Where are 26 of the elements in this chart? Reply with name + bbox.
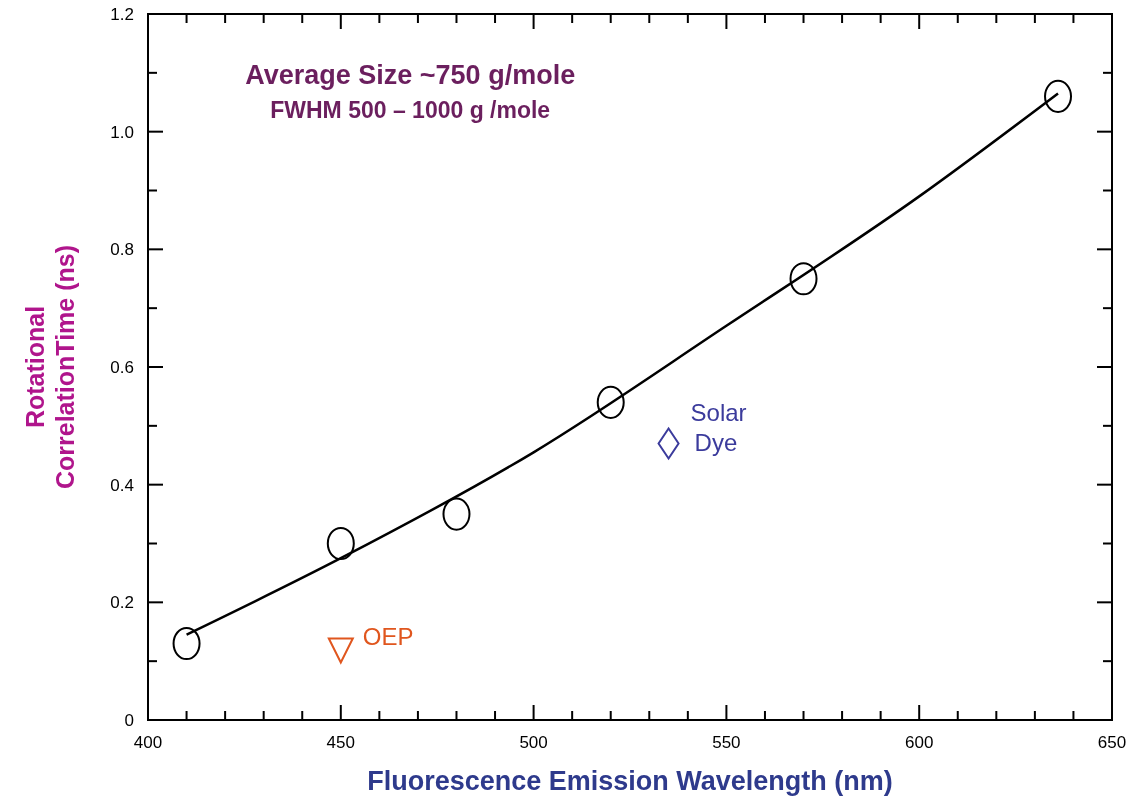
point xyxy=(327,637,354,664)
y-tick-label: 0.4 xyxy=(110,475,134,495)
series-label: Solar Dye xyxy=(690,399,747,457)
point xyxy=(442,497,471,531)
annotation: Average Size ~750 g/mole xyxy=(245,60,576,90)
point xyxy=(789,262,818,296)
x-tick-label: 450 xyxy=(326,733,355,752)
y-tick-label: 1.0 xyxy=(110,122,134,142)
y-tick-label: 0.8 xyxy=(110,240,134,260)
x-axis-title: Fluorescence Emission Wavelength (nm) xyxy=(367,766,893,796)
y-tick-label: 0 xyxy=(124,711,134,730)
x-tick-label: 600 xyxy=(905,733,934,752)
x-tick-label: 550 xyxy=(712,733,741,752)
y-tick-label: 1.2 xyxy=(110,5,134,24)
x-tick-label: 650 xyxy=(1097,733,1126,752)
x-tick-label: 500 xyxy=(519,733,548,752)
point xyxy=(596,385,625,419)
y-axis-title: Rotational CorrelationTime (ns) xyxy=(21,244,79,490)
point xyxy=(1044,79,1073,113)
y-tick-label: 0.2 xyxy=(110,593,134,613)
y-tick-label: 0.6 xyxy=(110,358,134,377)
point xyxy=(326,526,355,561)
series-label: OEP xyxy=(362,623,414,651)
point xyxy=(172,626,201,661)
x-tick-label: 400 xyxy=(133,733,163,752)
annotation: FWHM 500 – 1000 g /mole xyxy=(270,97,551,123)
